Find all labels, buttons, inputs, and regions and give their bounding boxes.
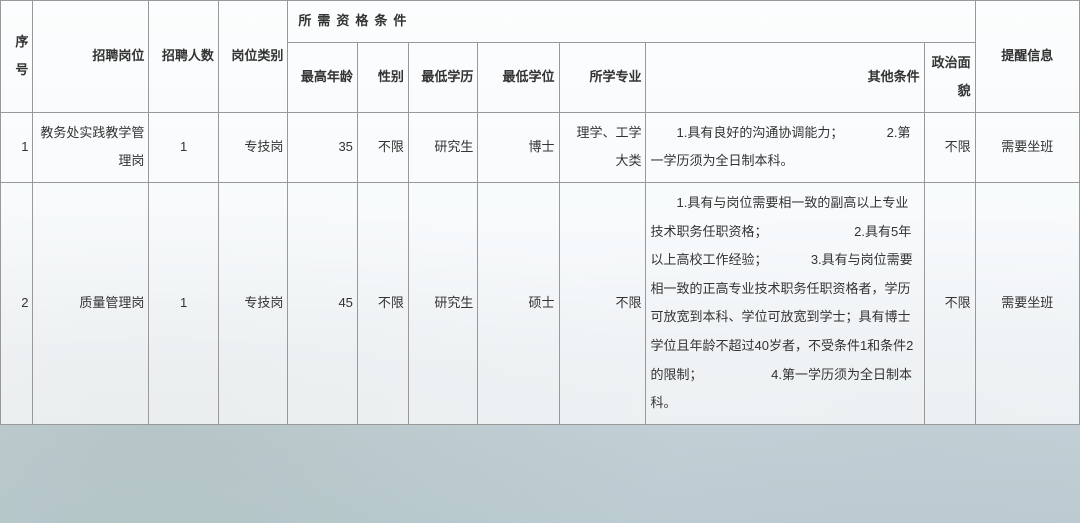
cell-min-edu: 研究生: [408, 112, 478, 182]
header-gender: 性别: [357, 42, 408, 112]
cell-seq: 2: [1, 182, 33, 424]
cell-note: 需要坐班: [975, 182, 1079, 424]
recruitment-table: 序号 招聘岗位 招聘人数 岗位类别 所需资格条件 提醒信息 最高年龄 性别 最低…: [0, 0, 1080, 425]
header-note: 提醒信息: [975, 1, 1079, 113]
cell-gender: 不限: [357, 112, 408, 182]
cell-category: 专技岗: [218, 112, 288, 182]
header-max-age: 最高年龄: [288, 42, 358, 112]
cell-gender: 不限: [357, 182, 408, 424]
header-min-edu: 最低学历: [408, 42, 478, 112]
cell-count: 1: [149, 182, 219, 424]
table-row: 2 质量管理岗 1 专技岗 45 不限 研究生 硕士 不限 1.具有与岗位需要相…: [1, 182, 1080, 424]
cell-min-degree: 硕士: [478, 182, 559, 424]
cell-position: 质量管理岗: [33, 182, 149, 424]
cell-position: 教务处实践教学管理岗: [33, 112, 149, 182]
header-count: 招聘人数: [149, 1, 219, 113]
cell-count: 1: [149, 112, 219, 182]
header-political: 政治面貌: [924, 42, 975, 112]
table-body: 1 教务处实践教学管理岗 1 专技岗 35 不限 研究生 博士 理学、工学大类 …: [1, 112, 1080, 424]
cell-note: 需要坐班: [975, 112, 1079, 182]
cell-major: 不限: [559, 182, 646, 424]
table-row: 1 教务处实践教学管理岗 1 专技岗 35 不限 研究生 博士 理学、工学大类 …: [1, 112, 1080, 182]
cell-other: 1.具有与岗位需要相一致的副高以上专业技术职务任职资格； 2.具有5年以上高校工…: [646, 182, 924, 424]
cell-other: 1.具有良好的沟通协调能力； 2.第一学历须为全日制本科。: [646, 112, 924, 182]
header-other: 其他条件: [646, 42, 924, 112]
cell-major: 理学、工学大类: [559, 112, 646, 182]
header-position: 招聘岗位: [33, 1, 149, 113]
header-qual-group: 所需资格条件: [288, 1, 975, 43]
cell-min-degree: 博士: [478, 112, 559, 182]
cell-political: 不限: [924, 182, 975, 424]
header-min-degree: 最低学位: [478, 42, 559, 112]
cell-max-age: 45: [288, 182, 358, 424]
cell-max-age: 35: [288, 112, 358, 182]
cell-political: 不限: [924, 112, 975, 182]
header-seq: 序号: [1, 1, 33, 113]
cell-category: 专技岗: [218, 182, 288, 424]
cell-min-edu: 研究生: [408, 182, 478, 424]
header-category: 岗位类别: [218, 1, 288, 113]
header-row-1: 序号 招聘岗位 招聘人数 岗位类别 所需资格条件 提醒信息: [1, 1, 1080, 43]
cell-seq: 1: [1, 112, 33, 182]
header-major: 所学专业: [559, 42, 646, 112]
